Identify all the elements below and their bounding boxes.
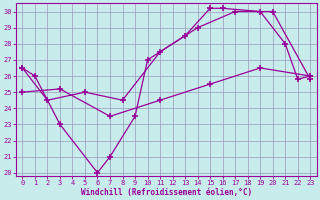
X-axis label: Windchill (Refroidissement éolien,°C): Windchill (Refroidissement éolien,°C): [81, 188, 252, 197]
